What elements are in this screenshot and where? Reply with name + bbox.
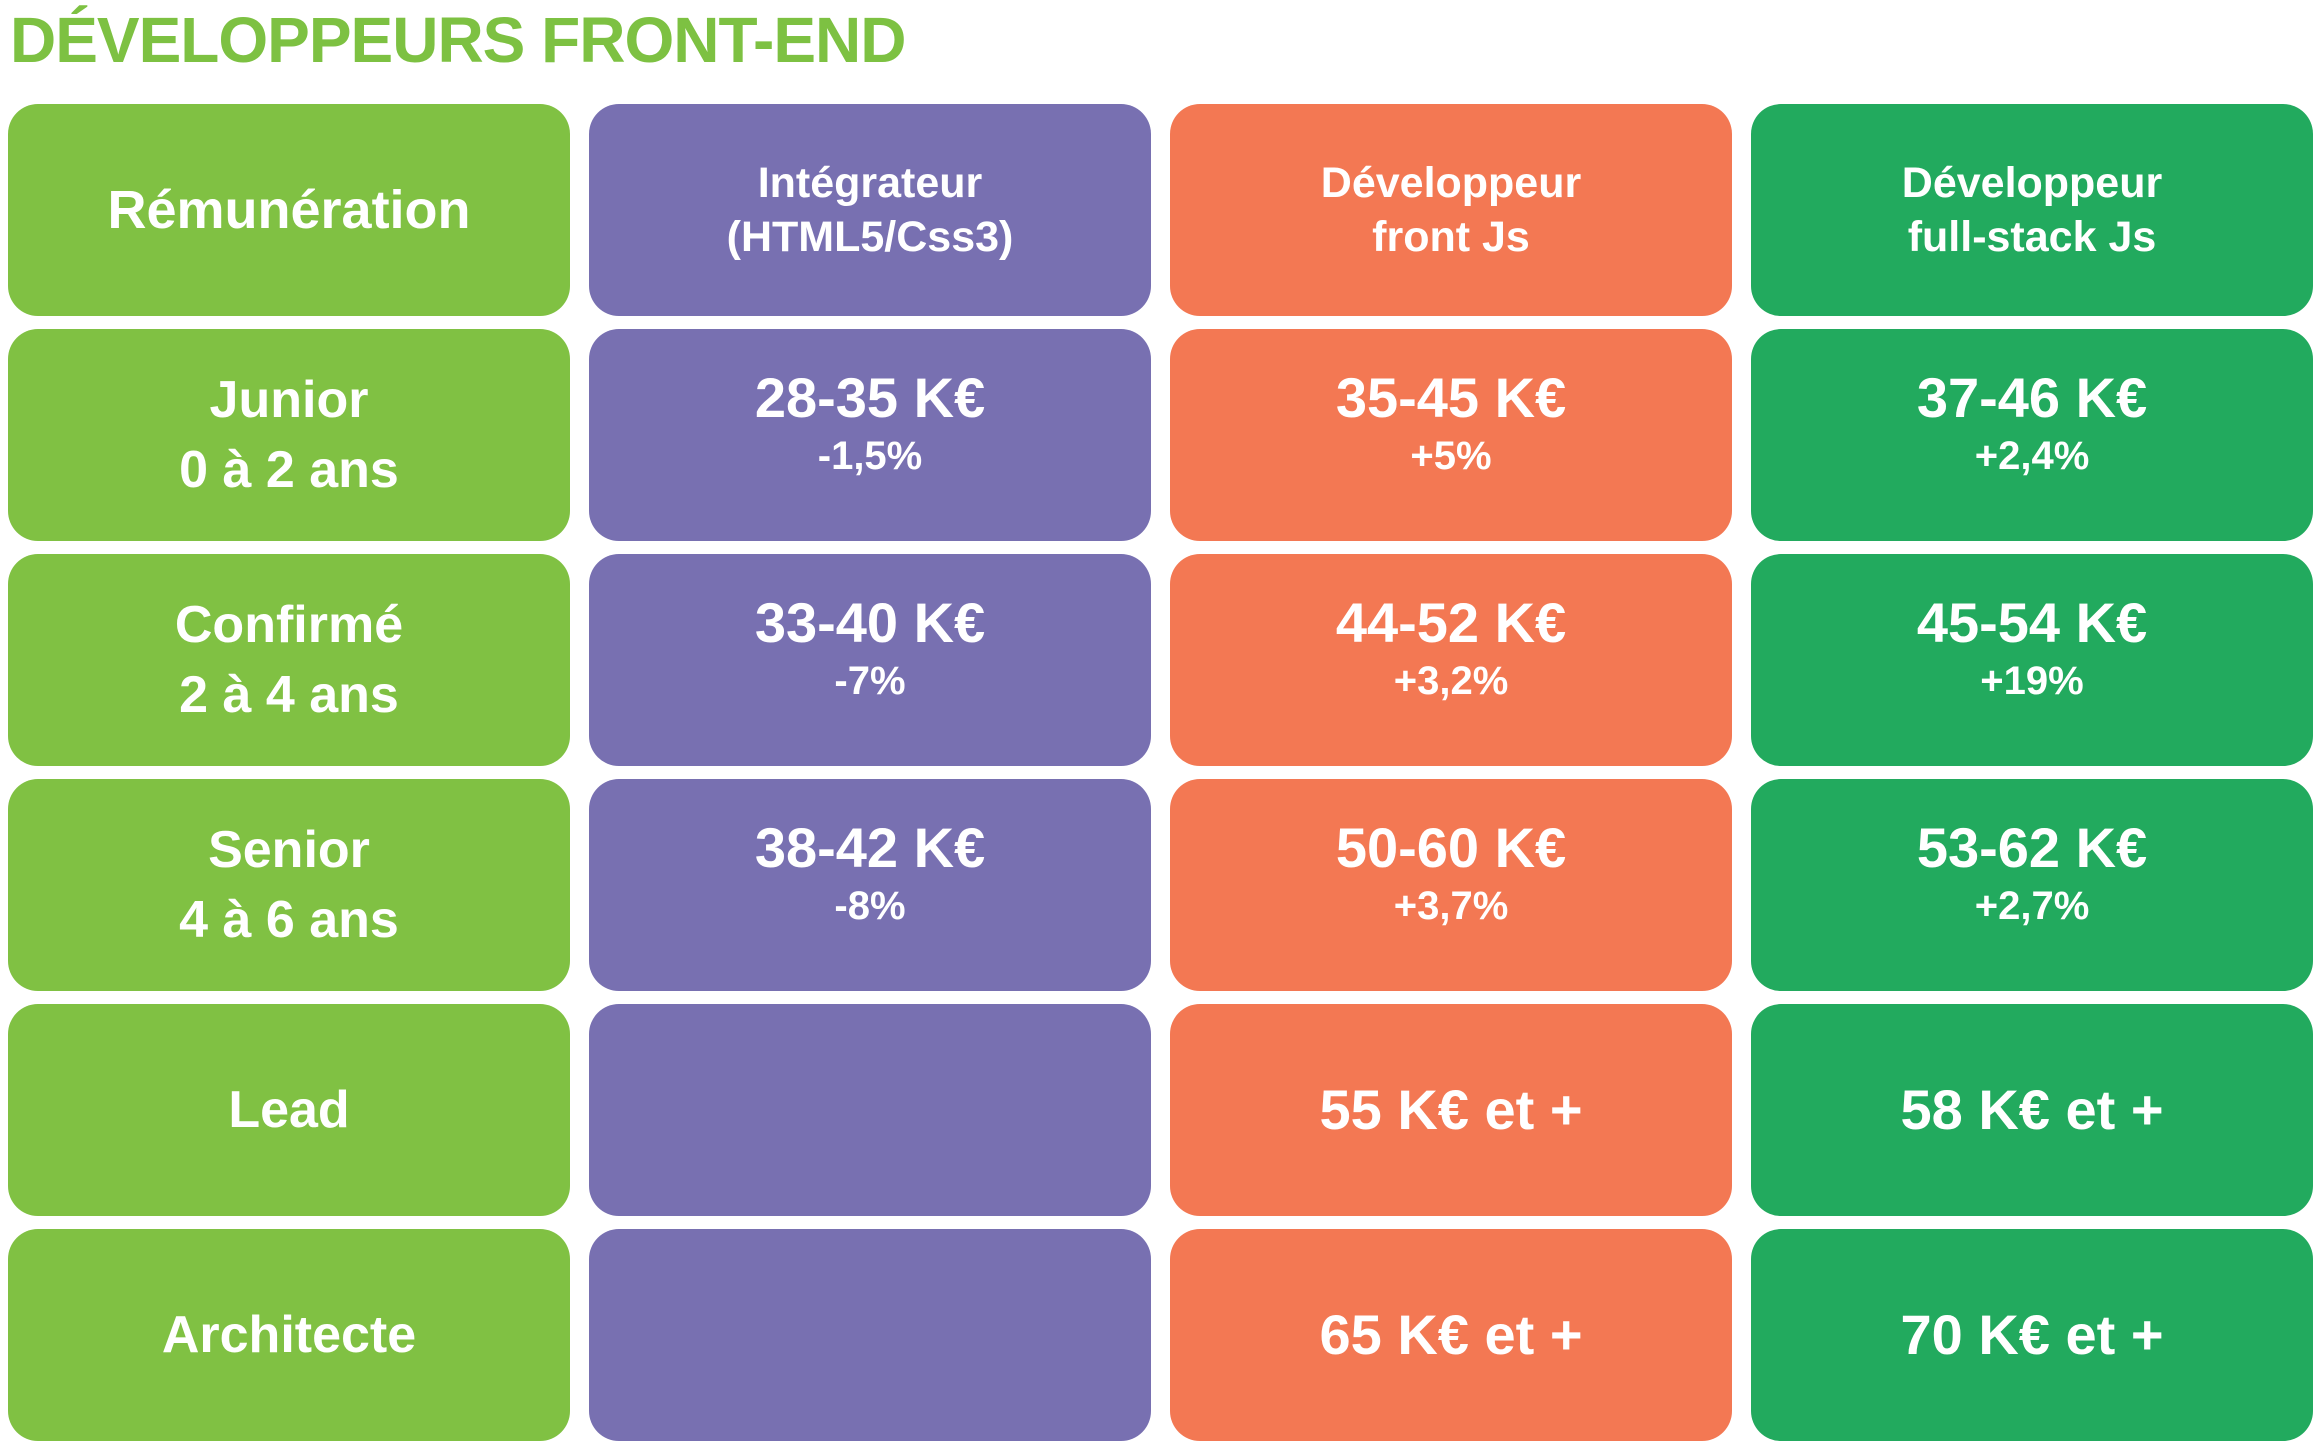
cell-senior-front-js: 50-60 K€ +3,7% [1170, 779, 1732, 991]
header-remuneration: Rémunération [8, 104, 570, 316]
header-fullstack-js-line-2: full-stack Js [1907, 213, 2157, 261]
cell-architecte-integrateur-empty [589, 1229, 1151, 1441]
cell-junior-integrateur: 28-35 K€ -1,5% [589, 329, 1151, 541]
salary-range: 53-62 K€ [1916, 816, 2148, 879]
row-label-confirme: Confirmé 2 à 4 ans [8, 554, 570, 766]
cell-junior-front-js: 35-45 K€ +5% [1170, 329, 1732, 541]
cell-lead-integrateur-empty [589, 1004, 1151, 1216]
row-label-line-1: Senior [208, 821, 370, 879]
page-title: DÉVELOPPEURS FRONT-END [10, 4, 906, 76]
header-fullstack-js-line-1: Développeur [1901, 159, 2163, 207]
salary-range: 50-60 K€ [1335, 816, 1567, 879]
salary-range: 44-52 K€ [1335, 591, 1567, 654]
row-label-line-2: 4 à 6 ans [179, 891, 399, 949]
row-label-architecte: Architecte [8, 1229, 570, 1441]
header-front-js-line-1: Développeur [1320, 159, 1582, 207]
row-label-junior: Junior 0 à 2 ans [8, 329, 570, 541]
header-integrateur: Intégrateur (HTML5/Css3) [589, 104, 1151, 316]
salary-range: 37-46 K€ [1916, 366, 2148, 429]
row-label-senior: Senior 4 à 6 ans [8, 779, 570, 991]
row-label-lead: Lead [8, 1004, 570, 1216]
cell-confirme-integrateur: 33-40 K€ -7% [589, 554, 1151, 766]
cell-senior-fullstack-js: 53-62 K€ +2,7% [1751, 779, 2313, 991]
salary-range: 45-54 K€ [1916, 591, 2148, 654]
header-front-js: Développeur front Js [1170, 104, 1732, 316]
row-label-line-2: 0 à 2 ans [179, 441, 399, 499]
cell-lead-fullstack-js: 58 K€ et + [1751, 1004, 2313, 1216]
salary-delta: +19% [1980, 659, 2084, 703]
salary-value: 58 K€ et + [1900, 1078, 2164, 1141]
row-label-line-1: Junior [209, 371, 369, 429]
salary-value: 55 K€ et + [1319, 1078, 1583, 1141]
salary-value: 70 K€ et + [1900, 1303, 2164, 1366]
header-integrateur-line-1: Intégrateur [757, 159, 983, 207]
salary-range: 35-45 K€ [1335, 366, 1567, 429]
header-remuneration-label: Rémunération [107, 180, 471, 240]
salary-delta: -7% [834, 659, 906, 703]
salary-range: 28-35 K€ [754, 366, 986, 429]
salary-value: 65 K€ et + [1319, 1303, 1583, 1366]
salary-delta: +3,7% [1393, 884, 1509, 928]
header-integrateur-line-2: (HTML5/Css3) [726, 213, 1014, 261]
row-label-line-1: Lead [228, 1081, 350, 1139]
salary-delta: +2,7% [1974, 884, 2090, 928]
salary-delta: +5% [1410, 434, 1492, 478]
cell-architecte-front-js: 65 K€ et + [1170, 1229, 1732, 1441]
salary-delta: -1,5% [817, 434, 923, 478]
cell-confirme-fullstack-js: 45-54 K€ +19% [1751, 554, 2313, 766]
salary-table: Rémunération Intégrateur (HTML5/Css3) Dé… [8, 104, 2313, 1441]
cell-confirme-front-js: 44-52 K€ +3,2% [1170, 554, 1732, 766]
salary-delta: +2,4% [1974, 434, 2090, 478]
row-label-line-2: 2 à 4 ans [179, 666, 399, 724]
salary-delta: -8% [834, 884, 906, 928]
row-label-line-1: Confirmé [174, 596, 404, 654]
row-label-line-1: Architecte [161, 1306, 417, 1364]
header-front-js-line-2: front Js [1372, 213, 1530, 261]
cell-architecte-fullstack-js: 70 K€ et + [1751, 1229, 2313, 1441]
cell-junior-fullstack-js: 37-46 K€ +2,4% [1751, 329, 2313, 541]
cell-lead-front-js: 55 K€ et + [1170, 1004, 1732, 1216]
cell-senior-integrateur: 38-42 K€ -8% [589, 779, 1151, 991]
salary-delta: +3,2% [1393, 659, 1509, 703]
salary-range: 38-42 K€ [754, 816, 986, 879]
header-fullstack-js: Développeur full-stack Js [1751, 104, 2313, 316]
salary-range: 33-40 K€ [754, 591, 986, 654]
